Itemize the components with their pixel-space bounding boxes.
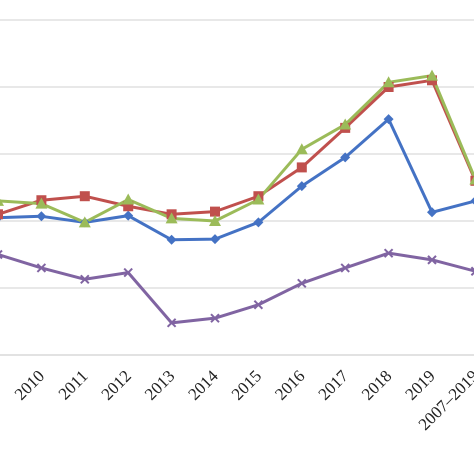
- x-tick-label: 2018: [358, 366, 395, 403]
- series-4-point-2014-stroke-b: [210, 313, 220, 323]
- series-3-point-2010: [35, 197, 48, 209]
- series-4-point-2012-stroke-b: [123, 267, 133, 278]
- series-4-point-2007–2019-stroke-b: [470, 271, 474, 276]
- series-4-point-2016-stroke-b: [297, 278, 307, 289]
- series-4-point-2019: [427, 255, 437, 265]
- series-4-point-2007–2019: [470, 266, 474, 276]
- series-4-point-2017-stroke-b: [340, 263, 350, 273]
- series-3-point-2015: [252, 193, 265, 205]
- x-axis-tick-labels: 2009 2010 2011 2012 2013 2014 2015 2016 2017 2018…: [0, 366, 474, 434]
- series-1-point-2019: [427, 207, 437, 218]
- series-4-point-2015: [253, 300, 264, 310]
- series-4-point-2009-stroke-a: [0, 255, 3, 260]
- series-3-point-2017: [339, 118, 352, 130]
- series-3-point-2013: [165, 212, 178, 224]
- gridlines: [0, 19, 474, 356]
- x-tick-label: 2012: [98, 366, 135, 403]
- x-tick-label: 2016: [271, 366, 308, 403]
- series-2-point-2016: [296, 162, 307, 173]
- series-4-point-2019-stroke-b: [427, 255, 437, 265]
- series-3-point-2016: [295, 143, 308, 155]
- series-2-point-2011: [79, 191, 90, 202]
- series-4-point-2010: [36, 263, 47, 273]
- series-4-point-2018: [383, 248, 394, 258]
- series-2-point-2012: [123, 201, 134, 212]
- series-4-point-2010-stroke-b: [36, 263, 47, 273]
- x-tick-label: 2017: [315, 366, 353, 404]
- series-4-point-2013: [166, 318, 177, 328]
- series-4-point-2012: [123, 267, 133, 278]
- series-markers: [0, 69, 474, 328]
- series-1-point-2010: [36, 211, 47, 222]
- series-3-line: [0, 74, 474, 224]
- x-tick-label: 2009: [0, 366, 5, 403]
- series-4-point-2011: [80, 274, 90, 284]
- series-1-point-2007–2019: [470, 197, 474, 205]
- series-4-point-2011-stroke-b: [80, 274, 90, 284]
- series-2-point-2009: [0, 209, 3, 220]
- series-1-point-2017: [340, 152, 351, 163]
- series-4-point-2009-stroke-b: [0, 249, 3, 254]
- series-4-point-2016: [297, 278, 307, 289]
- series-3-point-2012: [122, 193, 135, 205]
- x-tick-label: 2011: [55, 366, 92, 403]
- series-4-point-2014: [210, 313, 220, 323]
- x-tick-label: 2010: [11, 366, 48, 403]
- series-3-point-2019: [426, 69, 438, 81]
- x-tick-label: 2014: [184, 366, 222, 404]
- series-4-point-2015-stroke-b: [253, 300, 264, 310]
- x-tick-label: 2015: [228, 366, 265, 403]
- series-2-line: [0, 78, 474, 216]
- x-tick-label: 2013: [141, 366, 178, 403]
- series-1-point-2016: [296, 181, 307, 192]
- series-3-point-2018: [382, 76, 395, 88]
- series-3-point-2009: [0, 198, 4, 206]
- series-2-point-2014: [210, 206, 220, 217]
- series-1-point-2012: [123, 210, 134, 221]
- series-4-point-2007–2019-stroke-a: [470, 266, 474, 272]
- series-3-point-2007–2019: [469, 176, 474, 185]
- series-1-point-2018: [383, 114, 394, 125]
- series-1-point-2013: [166, 234, 177, 245]
- series-4-point-2018-stroke-b: [383, 248, 394, 258]
- series-4-point-2013-stroke-b: [166, 318, 177, 328]
- series-3-point-2011: [78, 216, 91, 228]
- series-4-point-2017: [340, 263, 350, 273]
- series-1-line: [0, 117, 474, 242]
- series-4-point-2009: [0, 249, 3, 260]
- x-tick-label: 2019: [401, 366, 438, 403]
- series-4-line: [0, 251, 474, 325]
- series-lines: [0, 74, 474, 325]
- series-1-point-2015: [253, 217, 264, 228]
- series-1-point-2014: [210, 234, 220, 245]
- series-3-point-2014: [209, 215, 221, 226]
